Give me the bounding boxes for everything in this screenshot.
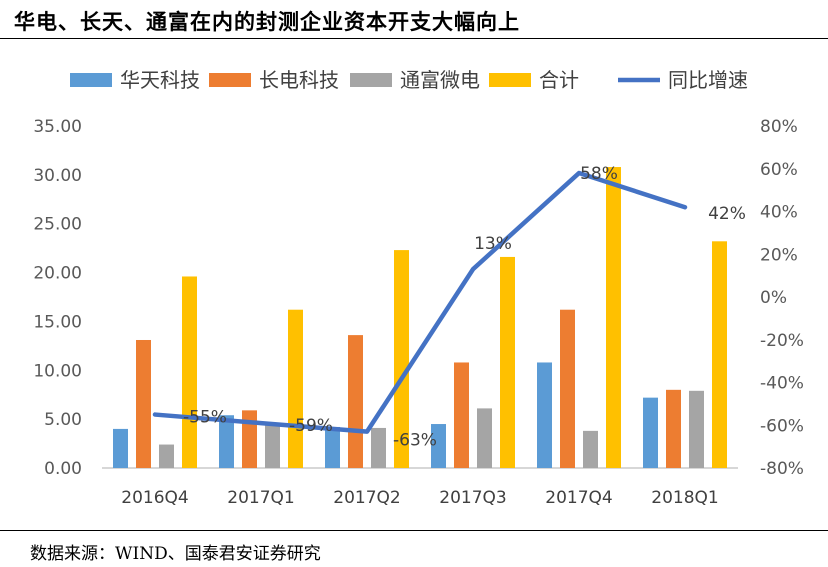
chart-title: 华电、长天、通富在内的封测企业资本开支大幅向上 bbox=[14, 9, 520, 34]
x-tick-label: 2018Q1 bbox=[651, 488, 718, 508]
y-right-tick-label: 20% bbox=[760, 245, 798, 265]
bar-2018Q1-3 bbox=[712, 241, 727, 468]
bar-2016Q4-3 bbox=[182, 276, 197, 468]
bar-series bbox=[113, 167, 727, 469]
y-left-tick-label: 15.00 bbox=[33, 312, 82, 332]
line-data-label: -59% bbox=[289, 416, 333, 436]
bar-2018Q1-0 bbox=[643, 397, 658, 468]
source-note: 数据来源：WIND、国泰君安证券研究 bbox=[30, 544, 321, 564]
yoy-growth-line bbox=[152, 170, 688, 434]
axes: 0.00 5.00 10.00 15.00 20.00 25.00 30.00 35.00 -8… bbox=[33, 117, 804, 508]
bar-2017Q3-3 bbox=[500, 256, 515, 468]
bar-2017Q2-1 bbox=[348, 335, 363, 468]
legend-label: 同比增速 bbox=[668, 68, 748, 92]
y-right-tick-label: -80% bbox=[760, 459, 804, 479]
bar-2017Q3-0 bbox=[431, 424, 446, 468]
title-divider bbox=[0, 38, 828, 39]
y-right-tick-label: -20% bbox=[760, 331, 804, 351]
legend-label: 合计 bbox=[539, 68, 579, 92]
legend-swatch bbox=[209, 73, 251, 87]
line-series bbox=[152, 170, 688, 434]
capex-chart: 华天科技 长电科技 通富微电 合计 同比增速 0.00 5.00 10.00 15.00 20.… bbox=[33, 68, 804, 508]
bar-2017Q4-0 bbox=[537, 362, 552, 468]
data-labels: -55% -59% -63% 13% 58% 42% bbox=[183, 164, 746, 451]
source-divider bbox=[0, 530, 828, 531]
bar-2017Q2-0 bbox=[325, 426, 340, 468]
y-left-tick-label: 0.00 bbox=[44, 459, 82, 479]
bar-2016Q4-1 bbox=[136, 339, 151, 468]
legend-swatch bbox=[489, 73, 531, 87]
bar-2017Q3-1 bbox=[454, 362, 469, 468]
line-data-label: 58% bbox=[580, 164, 618, 184]
bar-2017Q1-1 bbox=[242, 410, 257, 468]
bar-2017Q3-2 bbox=[477, 408, 492, 468]
y-left-tick-label: 5.00 bbox=[44, 410, 82, 430]
y-left-tick-label: 25.00 bbox=[33, 215, 82, 235]
bar-2016Q4-2 bbox=[159, 444, 174, 468]
bar-2018Q1-2 bbox=[689, 390, 704, 468]
line-data-label: 13% bbox=[474, 234, 512, 254]
legend-swatch bbox=[350, 73, 392, 87]
y-left-tick-label: 10.00 bbox=[33, 361, 82, 381]
bar-2017Q4-2 bbox=[583, 430, 598, 468]
x-tick-label: 2017Q4 bbox=[545, 488, 612, 508]
y-right-tick-label: 0% bbox=[760, 288, 787, 308]
bar-2017Q2-2 bbox=[371, 427, 386, 468]
bar-2017Q1-0 bbox=[219, 415, 234, 468]
y-right-tick-label: -40% bbox=[760, 374, 804, 394]
y-left-tick-label: 30.00 bbox=[33, 166, 82, 186]
line-data-label: 42% bbox=[708, 204, 746, 224]
bar-2018Q1-1 bbox=[666, 389, 681, 468]
bar-2017Q4-3 bbox=[606, 167, 621, 469]
y-right-tick-label: 40% bbox=[760, 203, 798, 223]
x-tick-label: 2016Q4 bbox=[121, 488, 188, 508]
x-tick-label: 2017Q1 bbox=[227, 488, 294, 508]
legend-label: 长电科技 bbox=[259, 68, 339, 92]
x-tick-label: 2017Q2 bbox=[333, 488, 400, 508]
x-tick-label: 2017Q3 bbox=[439, 488, 506, 508]
bar-2016Q4-0 bbox=[113, 428, 128, 468]
bar-2017Q4-1 bbox=[560, 309, 575, 468]
bar-2017Q1-2 bbox=[265, 424, 280, 468]
legend-label: 华天科技 bbox=[120, 68, 200, 92]
line-data-label: -63% bbox=[393, 431, 437, 451]
y-right-tick-label: 80% bbox=[760, 117, 798, 137]
y-right-tick-label: -60% bbox=[760, 416, 804, 436]
legend: 华天科技 长电科技 通富微电 合计 同比增速 bbox=[70, 68, 748, 92]
legend-label: 通富微电 bbox=[400, 68, 480, 92]
bar-2017Q1-3 bbox=[288, 309, 303, 468]
legend-swatch bbox=[70, 73, 112, 87]
bar-2017Q2-3 bbox=[394, 250, 409, 468]
y-right-tick-label: 60% bbox=[760, 160, 798, 180]
y-left-tick-label: 35.00 bbox=[33, 117, 82, 137]
line-data-label: -55% bbox=[183, 408, 227, 428]
y-left-tick-label: 20.00 bbox=[33, 264, 82, 284]
